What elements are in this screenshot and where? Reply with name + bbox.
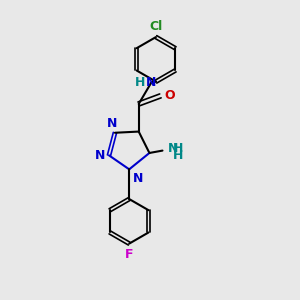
- Text: H: H: [135, 76, 145, 89]
- Text: N: N: [107, 117, 117, 130]
- Text: N: N: [95, 149, 105, 162]
- Text: N: N: [133, 172, 143, 185]
- Text: F: F: [125, 248, 134, 261]
- Text: H: H: [173, 142, 184, 155]
- Text: O: O: [164, 89, 175, 102]
- Text: H: H: [173, 149, 184, 162]
- Text: Cl: Cl: [149, 20, 163, 34]
- Text: N: N: [168, 142, 178, 155]
- Text: N: N: [146, 76, 157, 89]
